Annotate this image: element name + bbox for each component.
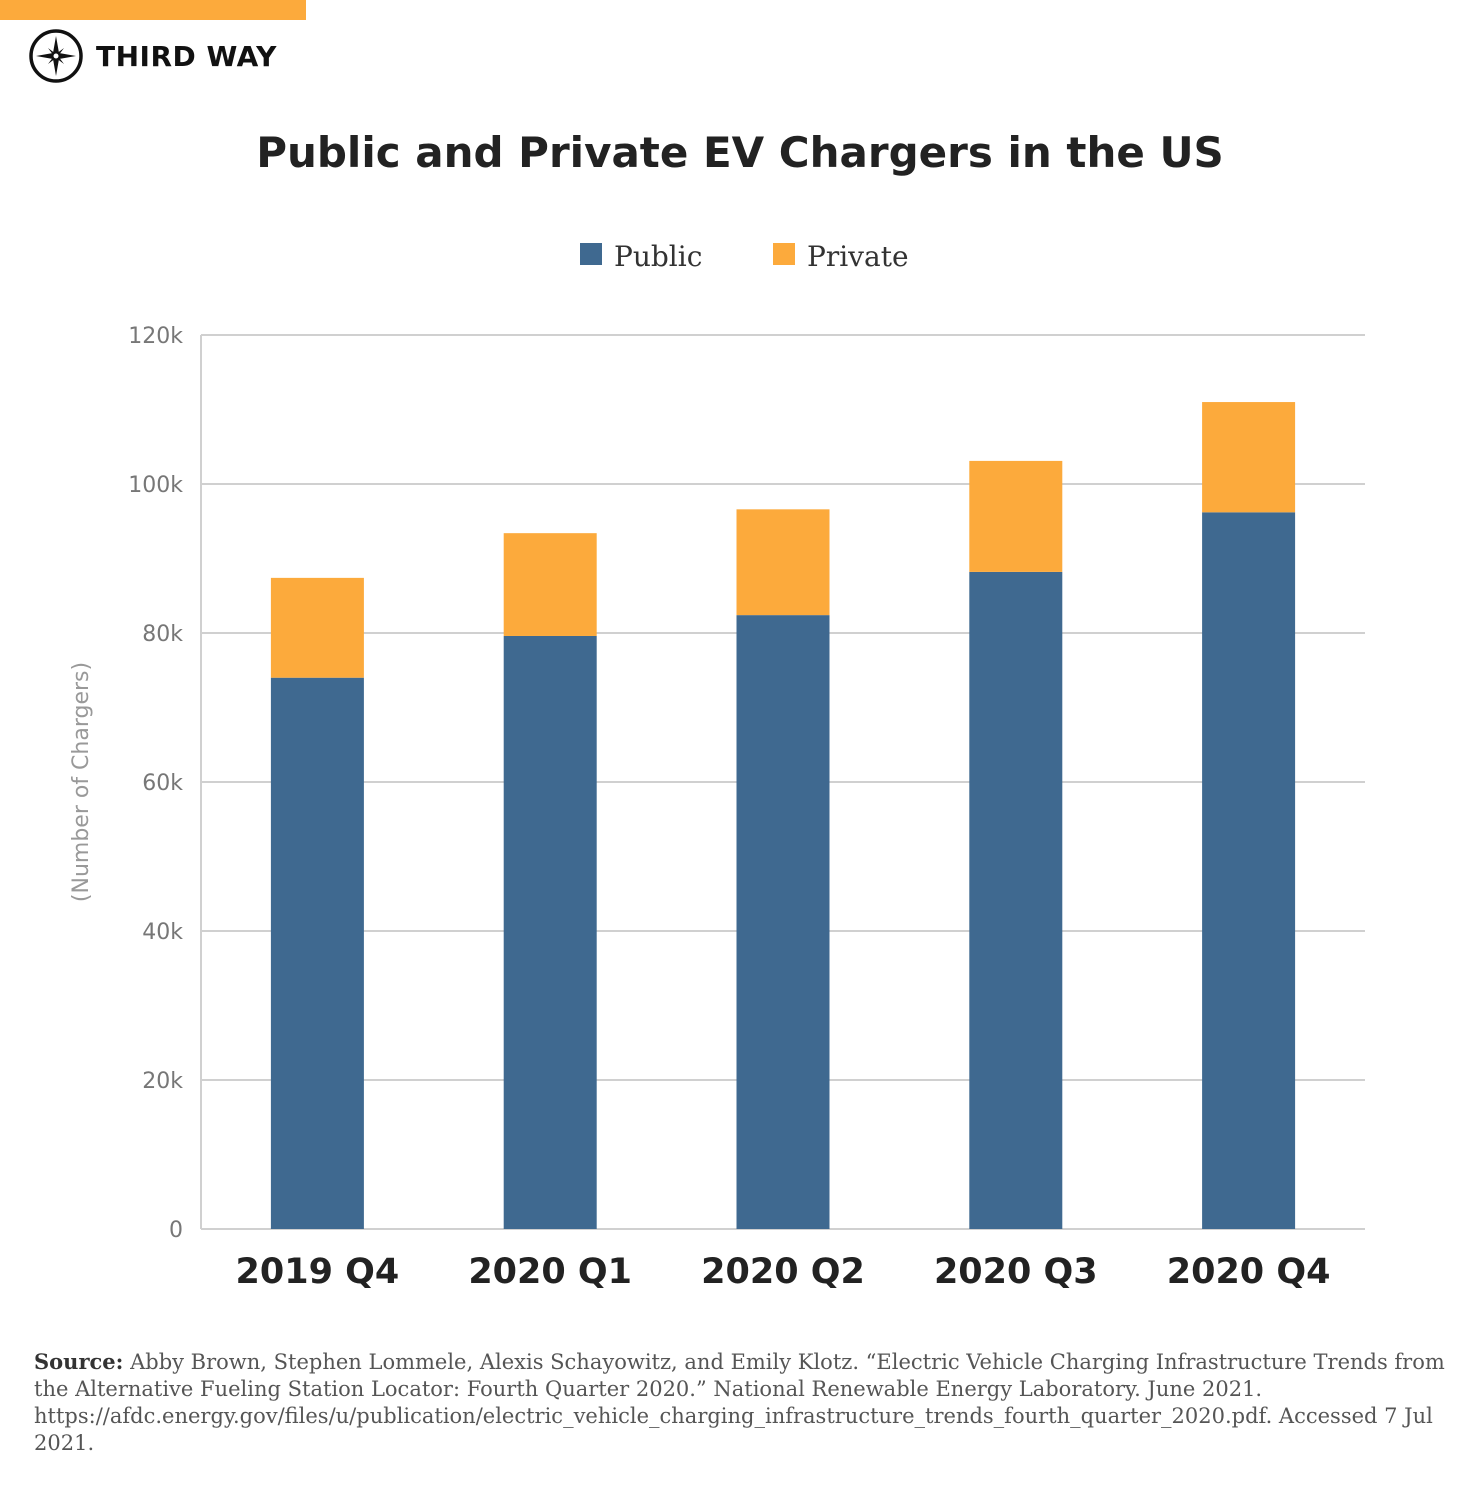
bar-private [1202, 402, 1296, 513]
y-axis-label: (Number of Chargers) [69, 662, 94, 902]
x-tick-label: 2020 Q3 [934, 1252, 1098, 1292]
legend-label-public: Public [614, 240, 702, 273]
legend-swatch-private [773, 243, 795, 265]
legend-label-private: Private [807, 240, 909, 273]
bar-public [503, 635, 597, 1229]
bar-private [736, 509, 830, 616]
y-tick-label: 120k [128, 324, 183, 349]
x-tick-label: 2019 Q4 [236, 1252, 400, 1292]
source-text: Abby Brown, Stephen Lommele, Alexis Scha… [34, 1350, 1445, 1455]
y-tick-label: 40k [142, 920, 183, 945]
bar-private [503, 533, 597, 636]
x-tick-label: 2020 Q4 [1167, 1252, 1331, 1292]
logo: THIRD WAY [28, 28, 277, 84]
x-tick-label: 2020 Q2 [701, 1252, 865, 1292]
source-note: Source: Abby Brown, Stephen Lommele, Ale… [34, 1348, 1454, 1457]
bar-public [1202, 512, 1296, 1229]
logo-text: THIRD WAY [96, 39, 277, 73]
y-tick-label: 80k [142, 622, 183, 647]
x-tick-label: 2020 Q1 [468, 1252, 632, 1292]
source-label: Source: [34, 1349, 124, 1374]
legend-swatch-public [580, 243, 602, 265]
y-tick-label: 100k [128, 473, 183, 498]
chart: 0 20k 40k 60k 80k 100k 120k (Number of Chargers… [69, 240, 1365, 1292]
y-tick-label: 20k [142, 1069, 183, 1094]
compass-icon [29, 29, 83, 83]
bar-private [969, 460, 1063, 572]
y-tick-label: 0 [169, 1218, 183, 1243]
bar-public [969, 571, 1063, 1229]
chart-title: Public and Private EV Chargers in the US [256, 128, 1224, 177]
bar-private [270, 577, 364, 678]
bar-public [736, 615, 830, 1229]
bar-public [270, 677, 364, 1229]
accent-bar [0, 0, 306, 20]
y-tick-label: 60k [142, 771, 183, 796]
